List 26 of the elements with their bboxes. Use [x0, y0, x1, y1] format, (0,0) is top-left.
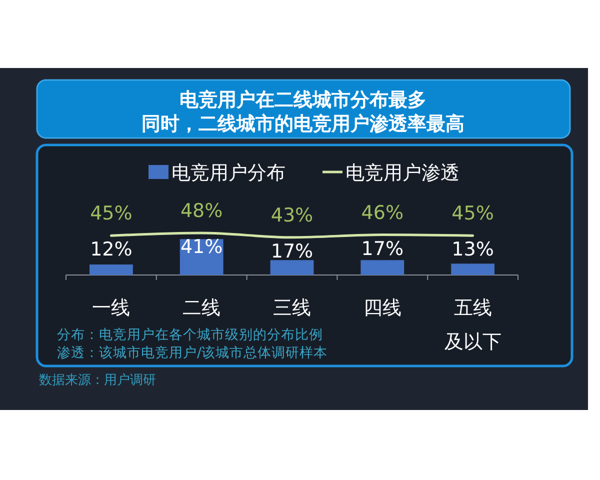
- data-label: 17%: [361, 238, 404, 260]
- data-label: 45%: [452, 202, 494, 225]
- data-label: 17%: [270, 240, 314, 262]
- bar: [270, 260, 314, 275]
- legend-label: 电竞用户分布: [172, 162, 286, 184]
- x-tick-label: 三线: [273, 297, 311, 319]
- bar: [360, 260, 404, 275]
- bar: [90, 264, 133, 275]
- text: 渗透：该城市电竞用户/该城市总体调研样本: [57, 345, 328, 361]
- source-note: 数据来源：用户调研: [39, 373, 156, 388]
- x-tick-label: 二线: [182, 297, 221, 319]
- data-label: 41%: [180, 236, 223, 258]
- data-label: 45%: [90, 202, 132, 225]
- chart-title: 电竞用户在二线城市分布最多: [180, 89, 426, 111]
- x-tick-label: 五线及以下: [444, 297, 502, 353]
- text: 分布：电竞用户在各个城市级别的分布比例: [57, 327, 323, 343]
- data-label: 12%: [90, 238, 132, 261]
- data-label: 43%: [270, 204, 314, 226]
- legend-label: 电竞用户渗透: [346, 162, 460, 184]
- chart-subtitle: 同时，二线城市的电竞用户渗透率最高: [142, 113, 464, 135]
- x-tick-label: 四线: [363, 297, 402, 319]
- data-label: 48%: [180, 200, 223, 222]
- bar: [451, 264, 494, 275]
- data-label: 46%: [361, 202, 404, 224]
- data-label: 13%: [452, 238, 494, 261]
- x-tick-label: 一线: [92, 297, 130, 319]
